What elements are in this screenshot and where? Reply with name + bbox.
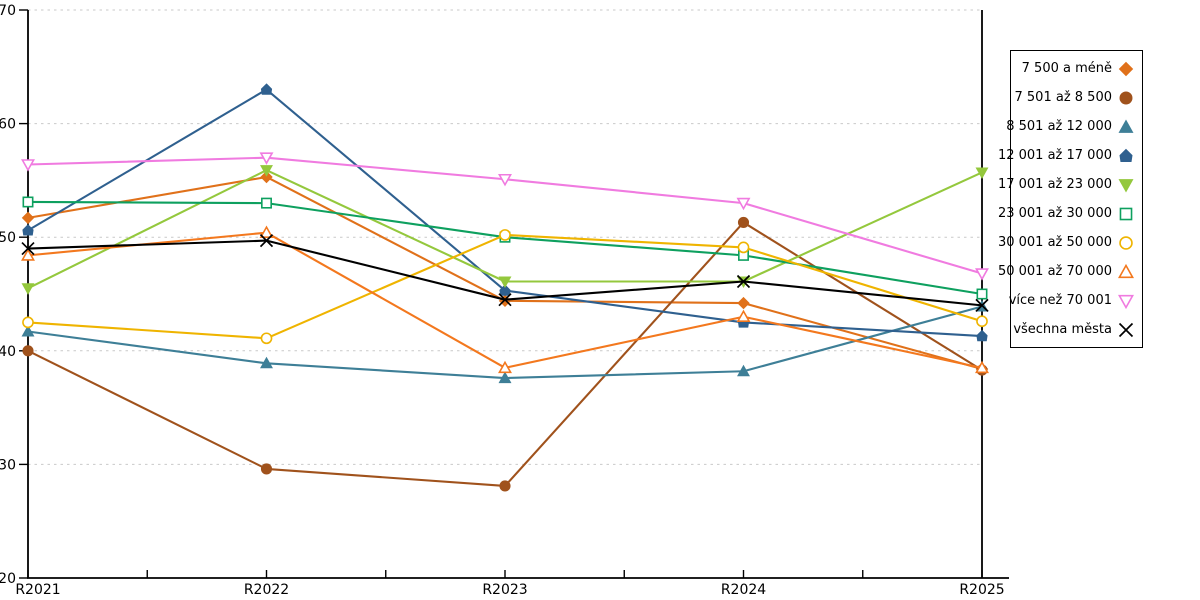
triangle-up-marker-icon [498, 360, 512, 374]
legend-item-label: 23 001 až 30 000 [997, 206, 1112, 221]
legend-item: 12 001 až 17 000 [998, 148, 1142, 164]
x-icon [1118, 322, 1134, 337]
triangle-up-marker-icon [259, 225, 274, 238]
legend-item: 8 501 až 12 000 [1006, 118, 1142, 135]
triangle-down-marker-icon [975, 268, 989, 281]
series-8 [21, 152, 989, 281]
x-tick-label: R2022 [244, 582, 289, 598]
x-tick-label: R2025 [959, 582, 1004, 598]
circle-marker-icon [976, 315, 988, 328]
triangle-up-marker-icon [21, 248, 35, 261]
triangle-down-icon [1118, 178, 1134, 193]
circle-marker-icon [737, 216, 750, 228]
triangle-down-icon [1118, 294, 1134, 309]
x-marker-icon [259, 234, 274, 248]
y-axis-ticks: 20 30 40 50 60 70 [0, 3, 28, 587]
diamond-marker-icon [737, 296, 750, 310]
diamond-marker-icon [260, 170, 273, 184]
legend-item: všechna města [1011, 322, 1142, 338]
legend-item-label: 30 001 až 50 000 [997, 235, 1112, 250]
square-icon [1119, 207, 1133, 220]
series-line [27, 221, 983, 488]
legend-item-label: 12 001 až 17 000 [997, 148, 1112, 163]
legend-item-label: 8 501 až 12 000 [1006, 119, 1112, 134]
x-marker-icon [21, 241, 35, 256]
triangle-up-marker-icon [21, 324, 35, 337]
circle-marker-icon [22, 316, 34, 329]
y-tick-label: 30 [0, 457, 16, 473]
diamond-icon [1118, 61, 1134, 76]
legend-item: 23 001 až 30 000 [998, 206, 1142, 222]
pentagon-marker-icon [22, 224, 34, 236]
x-tick-label: R2024 [721, 582, 766, 598]
triangle-down-marker-icon [21, 283, 35, 295]
triangle-down-marker-icon [498, 276, 512, 289]
legend-item-label: 7 501 až 8 500 [1014, 90, 1113, 105]
legend-item-label: 7 500 a méně [1021, 61, 1112, 76]
legend-item: více než 70 001 [1008, 293, 1142, 309]
triangle-up-marker-icon [260, 356, 273, 369]
legend-item-label: více než 70 001 [1008, 293, 1112, 308]
triangle-down-marker-icon [498, 173, 512, 187]
circle-marker-icon [737, 241, 750, 254]
y-tick-label: 70 [0, 3, 16, 19]
triangle-up-marker-icon [737, 364, 750, 377]
triangle-down-marker-icon [260, 165, 273, 177]
circle-icon [1119, 235, 1133, 250]
series-1 [22, 216, 988, 492]
triangle-down-marker-icon [975, 167, 989, 179]
legend-item-label: 17 001 až 23 000 [997, 177, 1112, 192]
circle-icon [1119, 91, 1133, 104]
pentagon-marker-icon [976, 329, 988, 342]
series-6 [22, 229, 988, 345]
series-4 [21, 165, 989, 295]
pentagon-icon [1119, 148, 1133, 162]
gridlines [28, 9, 982, 465]
square-marker-icon [976, 288, 988, 300]
triangle-up-marker-icon [975, 360, 989, 374]
legend-item: 7 500 a méně [1011, 61, 1142, 77]
triangle-down-marker-icon [736, 197, 751, 211]
y-tick-label: 40 [0, 344, 16, 360]
series-9 [21, 234, 989, 312]
square-marker-icon [22, 196, 34, 208]
pentagon-marker-icon [499, 284, 511, 296]
x-tick-label: R2023 [482, 582, 527, 598]
circle-marker-icon [260, 332, 273, 345]
x-axis-ticks: R2021 R2022 R2023 R2024 R2025 [15, 570, 1005, 598]
series-line [27, 175, 983, 370]
legend-item: 7 501 až 8 500 [1011, 90, 1142, 106]
y-tick-label: 20 [0, 571, 16, 587]
square-marker-icon [261, 197, 272, 209]
legend-item: 17 001 až 23 000 [998, 177, 1142, 193]
legend-item-label: 50 001 až 70 000 [997, 264, 1112, 279]
legend-item: 30 001 až 50 000 [998, 235, 1142, 251]
x-tick-label: R2021 [15, 582, 60, 598]
chart-legend: 7 500 a méně 7 501 až 8 500 8 501 až 12 00… [998, 50, 1143, 348]
circle-marker-icon [499, 229, 511, 241]
triangle-up-icon [1118, 263, 1134, 278]
circle-marker-icon [260, 463, 273, 475]
triangle-down-marker-icon [21, 159, 35, 172]
series-7 [21, 225, 989, 374]
triangle-down-marker-icon [259, 152, 274, 165]
y-tick-label: 60 [0, 117, 16, 133]
y-tick-label: 50 [0, 230, 16, 246]
triangle-up-marker-icon [498, 371, 512, 384]
diamond-marker-icon [21, 211, 35, 225]
triangle-up-icon [1118, 118, 1134, 133]
x-marker-icon [975, 298, 989, 312]
triangle-up-marker-icon [736, 309, 751, 323]
legend-item-label: všechna města [1013, 322, 1112, 337]
legend-item: 50 001 až 70 000 [998, 263, 1142, 280]
circle-marker-icon [22, 345, 34, 357]
x-marker-icon [498, 293, 512, 307]
x-marker-icon [736, 274, 751, 289]
pentagon-marker-icon [260, 83, 273, 95]
circle-marker-icon [499, 480, 511, 492]
